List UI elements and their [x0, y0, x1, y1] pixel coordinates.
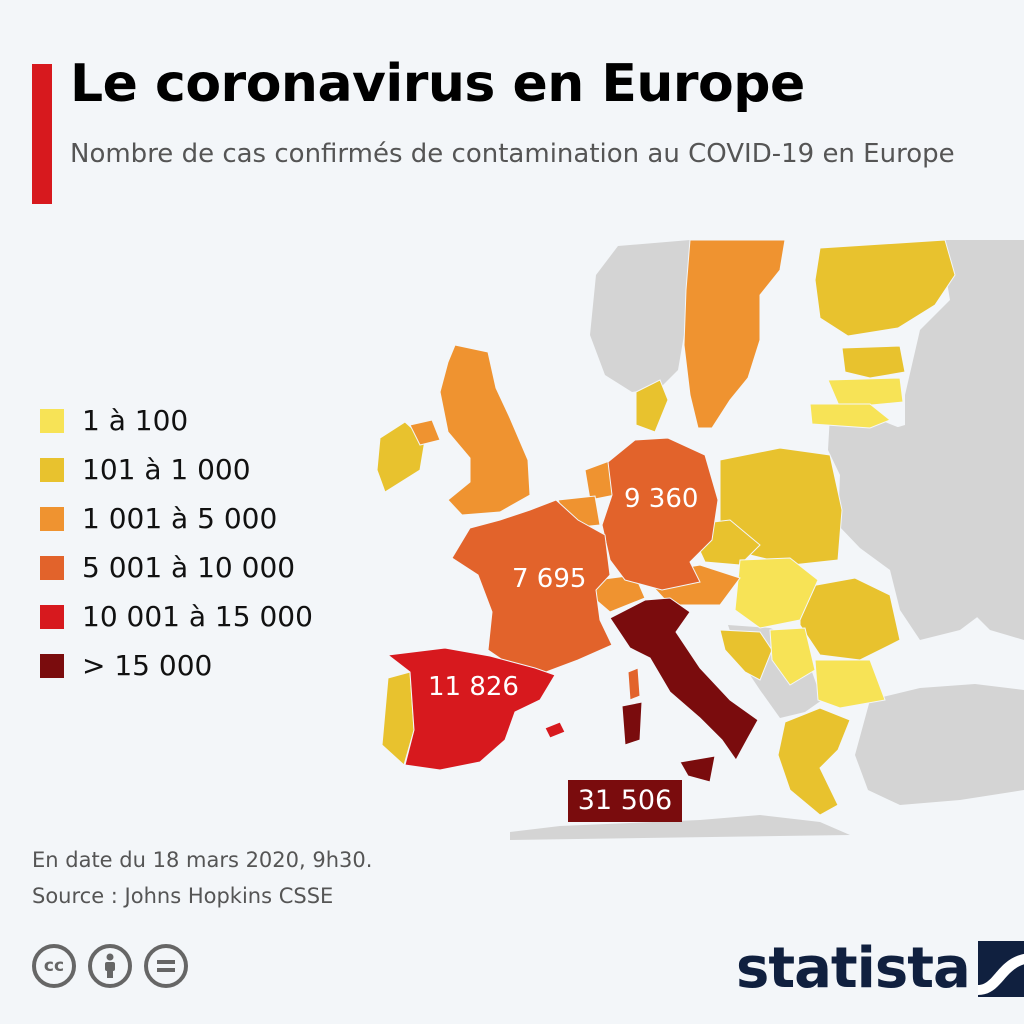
- legend-label: > 15 000: [82, 649, 213, 682]
- finland-shape: [814, 239, 956, 337]
- bulgaria-shape: [814, 659, 886, 709]
- turkey-shape: [855, 684, 1024, 805]
- title-accent-bar: [32, 64, 52, 204]
- italy-shape: [609, 597, 759, 761]
- north-africa-shape: [510, 815, 850, 840]
- map-legend: 1 à 100 101 à 1 000 1 001 à 5 000 5 001 …: [40, 396, 313, 690]
- legend-label: 101 à 1 000: [82, 453, 251, 486]
- legend-swatch: [40, 457, 64, 482]
- attribution-icon[interactable]: [88, 944, 132, 988]
- romania-shape: [799, 577, 901, 661]
- legend-item: 10 001 à 15 000: [40, 592, 313, 641]
- date-note: En date du 18 mars 2020, 9h30.: [32, 848, 373, 872]
- europe-map: [376, 239, 1024, 840]
- spain-shape: [386, 647, 556, 771]
- norway-shape: [590, 240, 690, 392]
- slovakia-hungary-shape: [734, 557, 819, 629]
- legend-swatch: [40, 604, 64, 629]
- legend-item: 5 001 à 10 000: [40, 543, 313, 592]
- cc-icon[interactable]: cc: [32, 944, 76, 988]
- belarus-ukraine-shape: [828, 415, 1000, 640]
- no-derivatives-icon[interactable]: [144, 944, 188, 988]
- legend-label: 1 à 100: [82, 404, 189, 437]
- germany-cases-label: 9 360: [624, 484, 699, 514]
- northern-ireland-shape: [409, 419, 441, 446]
- estonia-shape: [841, 345, 906, 379]
- license-icons: cc: [32, 944, 188, 988]
- legend-swatch: [40, 555, 64, 580]
- balearic-shape: [544, 721, 566, 739]
- corsica-shape: [627, 667, 641, 701]
- legend-item: 101 à 1 000: [40, 445, 313, 494]
- greece-shape: [777, 707, 851, 816]
- legend-item: > 15 000: [40, 641, 313, 690]
- latvia-shape: [827, 377, 904, 409]
- statista-logo[interactable]: statista: [736, 936, 1024, 1001]
- statista-mark-icon: [977, 940, 1024, 997]
- spain-cases-label: 11 826: [428, 672, 519, 702]
- ireland-shape: [376, 421, 426, 493]
- legend-label: 5 001 à 10 000: [82, 551, 296, 584]
- uk-shape: [439, 344, 531, 516]
- lithuania-shape: [809, 403, 891, 429]
- page-subtitle: Nombre de cas confirmés de contamination…: [70, 139, 955, 169]
- brand-name: statista: [736, 936, 971, 1001]
- denmark-shape: [635, 379, 669, 433]
- germany-shape: [601, 437, 719, 591]
- legend-label: 1 001 à 5 000: [82, 502, 278, 535]
- legend-item: 1 001 à 5 000: [40, 494, 313, 543]
- legend-item: 1 à 100: [40, 396, 313, 445]
- equals-icon: [157, 960, 175, 972]
- class-1001-5000: [409, 239, 786, 613]
- legend-label: 10 001 à 15 000: [82, 600, 313, 633]
- page-title: Le coronavirus en Europe: [70, 54, 805, 114]
- france-cases-label: 7 695: [512, 564, 587, 594]
- france-shape: [451, 499, 613, 676]
- legend-swatch: [40, 653, 64, 678]
- sweden-shape: [683, 239, 786, 429]
- sicily-shape: [679, 755, 716, 783]
- legend-swatch: [40, 506, 64, 531]
- class-5001-10000: [451, 437, 719, 701]
- class-10001-15000: [386, 647, 566, 771]
- legend-swatch: [40, 408, 64, 433]
- croatia-shape: [719, 629, 773, 681]
- class-over-15000: [609, 597, 759, 783]
- serbia-shape: [769, 627, 816, 686]
- class-1-100: [734, 377, 904, 709]
- sardinia-shape: [621, 701, 643, 746]
- person-icon: [105, 953, 115, 978]
- italy-cases-label: 31 506: [568, 780, 682, 822]
- source-note: Source : Johns Hopkins CSSE: [32, 884, 334, 908]
